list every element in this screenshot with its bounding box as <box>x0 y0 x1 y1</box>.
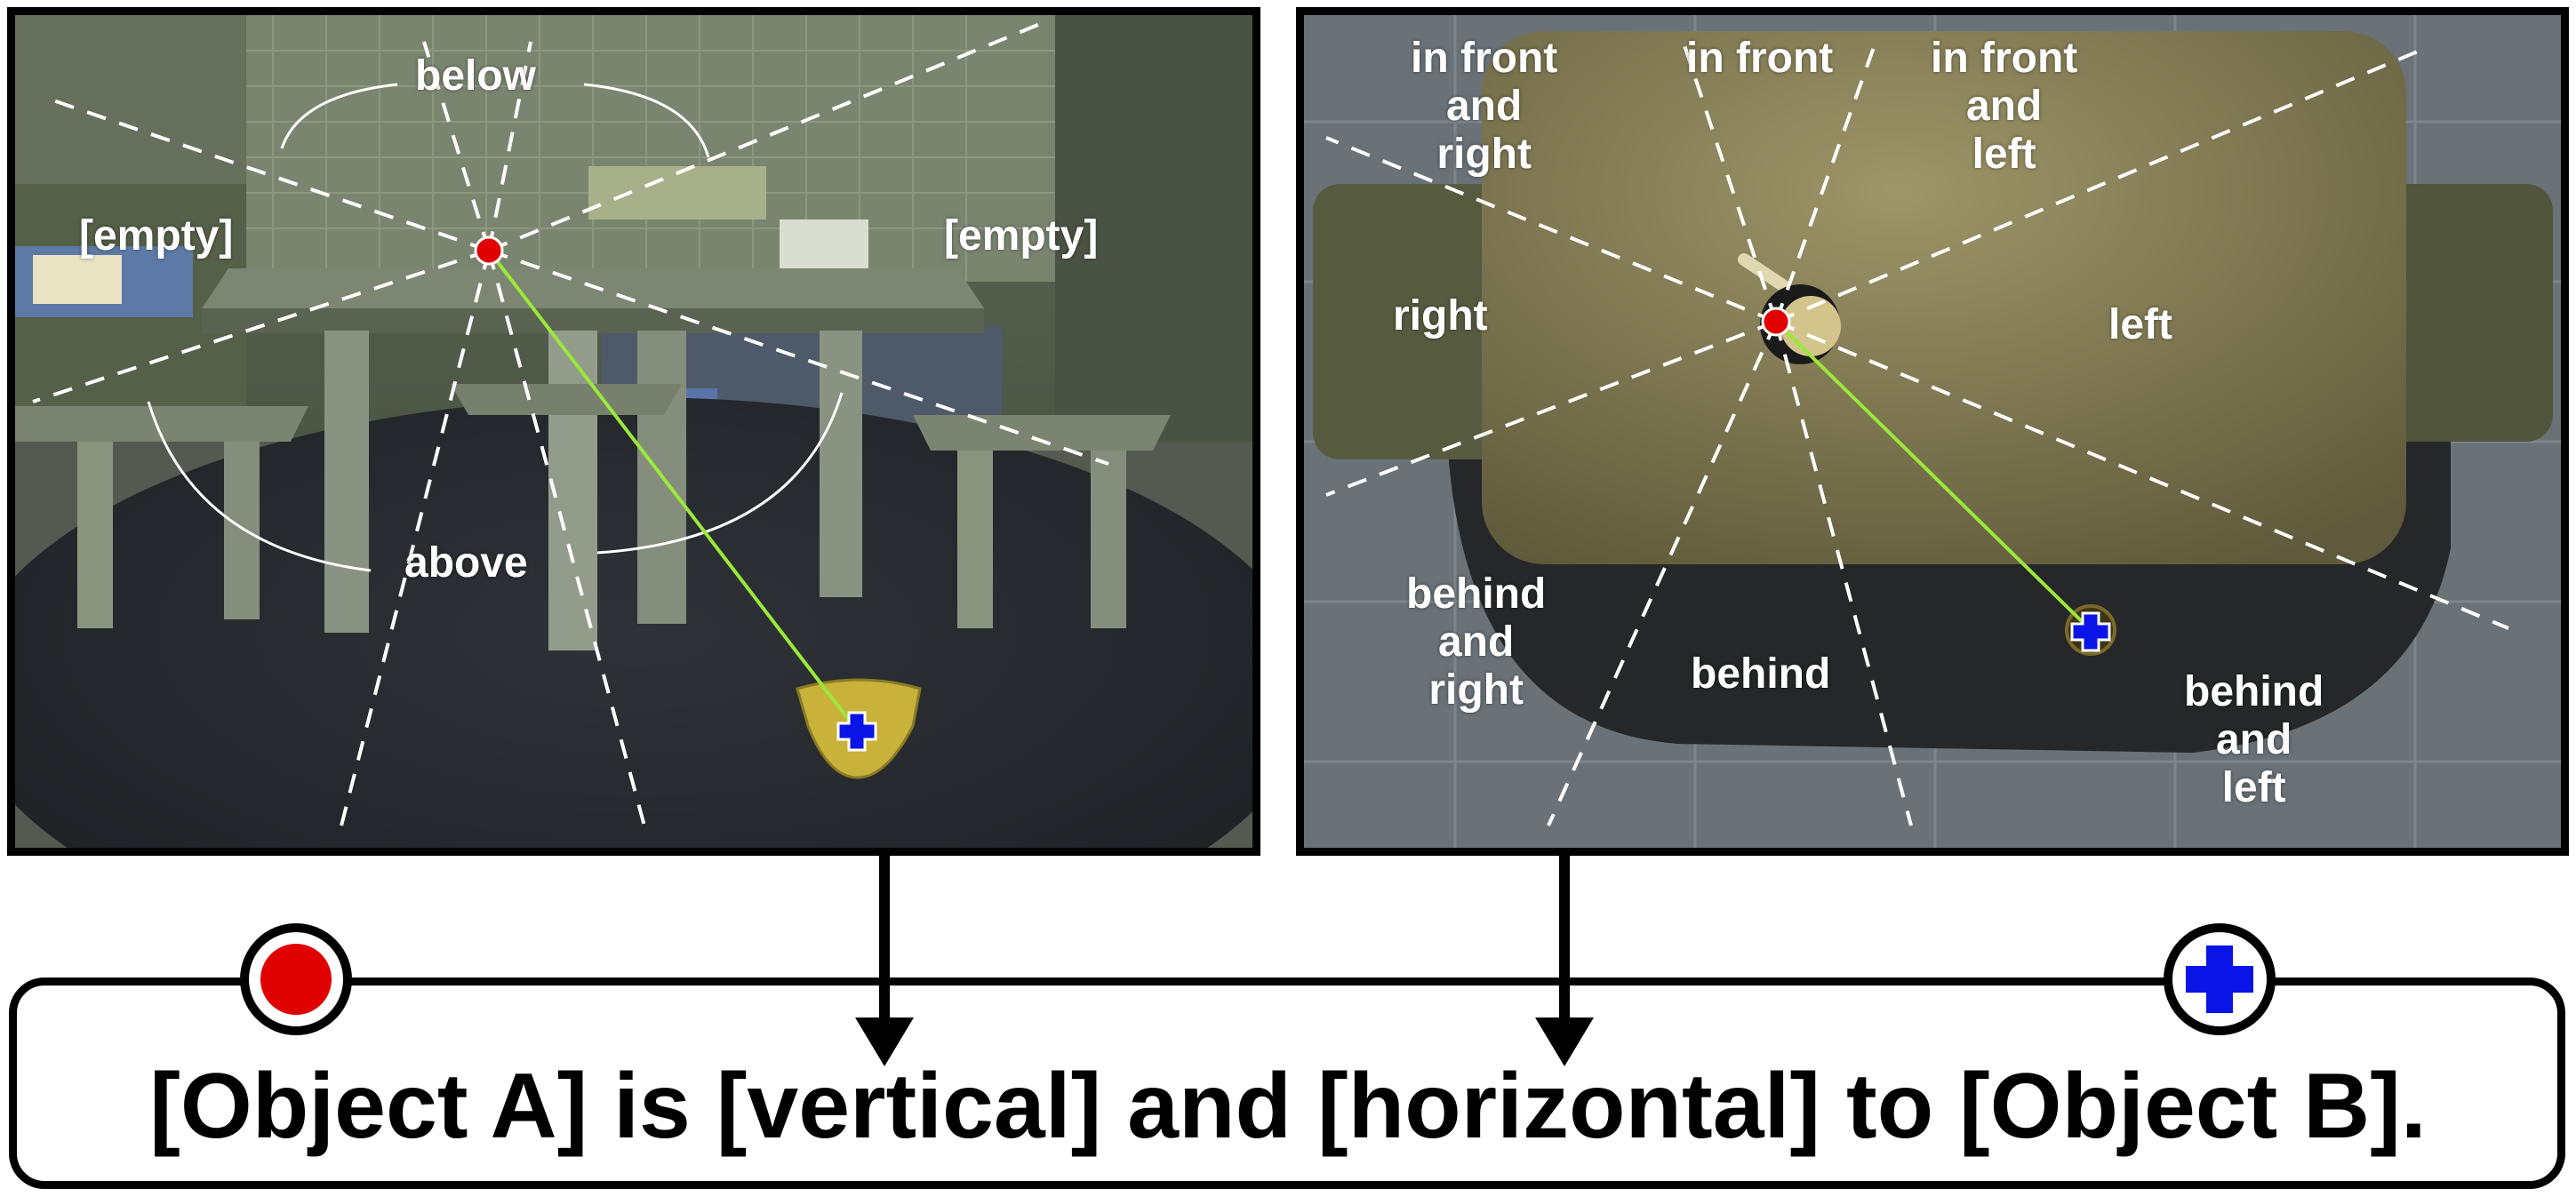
object-a-marker <box>1761 307 1791 337</box>
vertical-view-panel: below above [empty] [empty] <box>7 7 1260 856</box>
label-below: below <box>415 52 537 100</box>
sentence-template: [Object A] is [vertical] and [horizontal… <box>149 1055 2427 1158</box>
top-down-scene <box>1304 15 2561 848</box>
table-top <box>1482 31 2406 564</box>
connector-line <box>487 249 859 732</box>
connector-line <box>1774 320 2092 632</box>
label-behind-and-right: behind and right <box>1406 571 1547 714</box>
object-a-marker <box>474 235 504 266</box>
label-behind-and-left: behind and left <box>2184 668 2324 811</box>
sentence-template-box <box>9 978 2565 1189</box>
label-above: above <box>404 539 528 587</box>
horizontal-view-panel: in front and right in front in front and… <box>1296 7 2569 856</box>
label-left: left <box>2108 301 2172 348</box>
object-b-marker <box>836 711 877 752</box>
horizontal-bin-lines <box>1325 36 2509 826</box>
label-right: right <box>1393 292 1488 339</box>
label-in-front: in front <box>1686 35 1834 82</box>
vertical-bin-lines <box>32 18 1109 834</box>
label-in-front-and-left: in front and left <box>1931 35 2078 178</box>
label-empty-left: [empty] <box>79 212 234 259</box>
label-in-front-and-right: in front and right <box>1411 35 1558 178</box>
object-b-marker <box>2070 611 2111 652</box>
label-behind: behind <box>1691 650 1831 698</box>
kitchen-scene <box>15 15 1252 848</box>
vertical-arcs <box>147 83 844 572</box>
label-empty-right: [empty] <box>944 212 1099 259</box>
